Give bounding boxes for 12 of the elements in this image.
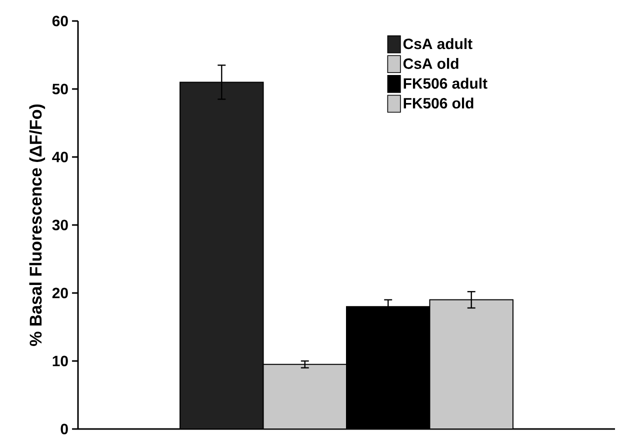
y-tick-label: 20: [52, 288, 68, 298]
legend-label: FK506 old: [404, 98, 474, 109]
y-axis-title: % Basal Fluorescence (ΔF/Fo): [29, 104, 46, 346]
legend-label: FK506 adult: [404, 78, 488, 89]
y-tick-label: 30: [52, 220, 68, 230]
y-tick-label: 40: [52, 152, 68, 162]
legend-label: CsA adult: [403, 38, 472, 50]
y-tick-label: 50: [52, 84, 68, 94]
y-tick-label: 10: [52, 356, 68, 366]
legend-label: CsA old: [403, 58, 458, 69]
y-tick-label: 60: [52, 16, 68, 26]
y-tick-label: 0: [60, 424, 68, 434]
